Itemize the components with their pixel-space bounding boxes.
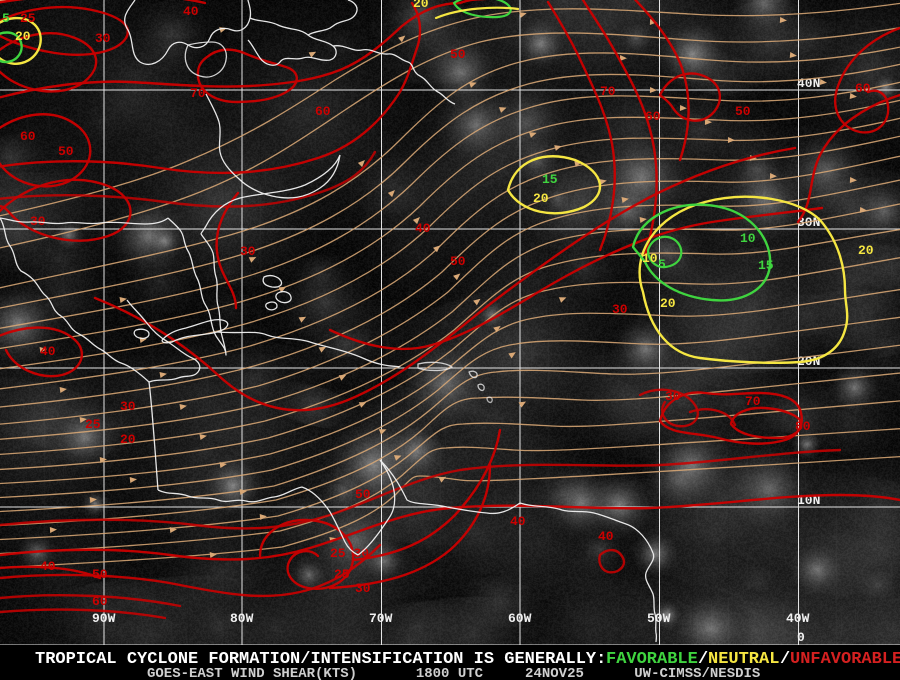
svg-text:5: 5 xyxy=(2,11,10,26)
svg-text:40: 40 xyxy=(40,344,56,359)
svg-text:60W: 60W xyxy=(508,611,532,626)
svg-text:10: 10 xyxy=(642,251,658,266)
svg-text:25: 25 xyxy=(20,11,36,26)
svg-text:70: 70 xyxy=(745,394,761,409)
svg-text:60: 60 xyxy=(20,129,36,144)
svg-text:30: 30 xyxy=(612,302,628,317)
svg-text:30: 30 xyxy=(240,244,256,259)
svg-text:20: 20 xyxy=(413,0,429,11)
svg-text:70: 70 xyxy=(190,86,206,101)
svg-text:20: 20 xyxy=(120,432,136,447)
svg-text:50W: 50W xyxy=(647,611,671,626)
svg-text:60: 60 xyxy=(92,594,108,609)
svg-text:25: 25 xyxy=(85,417,101,432)
svg-text:30: 30 xyxy=(355,581,371,596)
svg-text:5: 5 xyxy=(658,257,666,272)
svg-text:50: 50 xyxy=(450,254,466,269)
svg-text:25: 25 xyxy=(334,567,350,582)
svg-text:40W: 40W xyxy=(786,611,810,626)
svg-text:70: 70 xyxy=(600,84,616,99)
svg-text:90W: 90W xyxy=(92,611,116,626)
svg-text:UNFAVORABLE: UNFAVORABLE xyxy=(790,650,900,669)
svg-text:20: 20 xyxy=(533,191,549,206)
svg-text:50: 50 xyxy=(355,487,371,502)
svg-text:30: 30 xyxy=(120,399,136,414)
svg-text:15: 15 xyxy=(542,172,558,187)
svg-text:10: 10 xyxy=(740,231,756,246)
svg-text:40: 40 xyxy=(40,559,56,574)
svg-text:/: / xyxy=(780,650,790,669)
svg-text:40: 40 xyxy=(598,529,614,544)
svg-text:40: 40 xyxy=(183,4,199,19)
svg-text:20: 20 xyxy=(660,296,676,311)
svg-text:80: 80 xyxy=(795,419,811,434)
svg-text:60: 60 xyxy=(315,104,331,119)
svg-text:40: 40 xyxy=(415,221,431,236)
svg-text:GOES-EAST WIND SHEAR(KTS): GOES-EAST WIND SHEAR(KTS) 1800 UTC 24NOV… xyxy=(147,666,760,680)
svg-text:70W: 70W xyxy=(369,611,393,626)
svg-text:30: 30 xyxy=(95,31,111,46)
svg-text:50: 50 xyxy=(735,104,751,119)
svg-text:80W: 80W xyxy=(230,611,254,626)
svg-text:30: 30 xyxy=(665,389,681,404)
svg-text:60: 60 xyxy=(645,109,661,124)
svg-text:50: 50 xyxy=(450,47,466,62)
svg-text:0: 0 xyxy=(797,630,805,645)
svg-text:60: 60 xyxy=(855,81,871,96)
svg-text:20: 20 xyxy=(858,243,874,258)
svg-text:20: 20 xyxy=(15,29,31,44)
svg-text:15: 15 xyxy=(758,258,774,273)
svg-text:40: 40 xyxy=(510,514,526,529)
svg-text:50: 50 xyxy=(92,567,108,582)
svg-text:50: 50 xyxy=(58,144,74,159)
